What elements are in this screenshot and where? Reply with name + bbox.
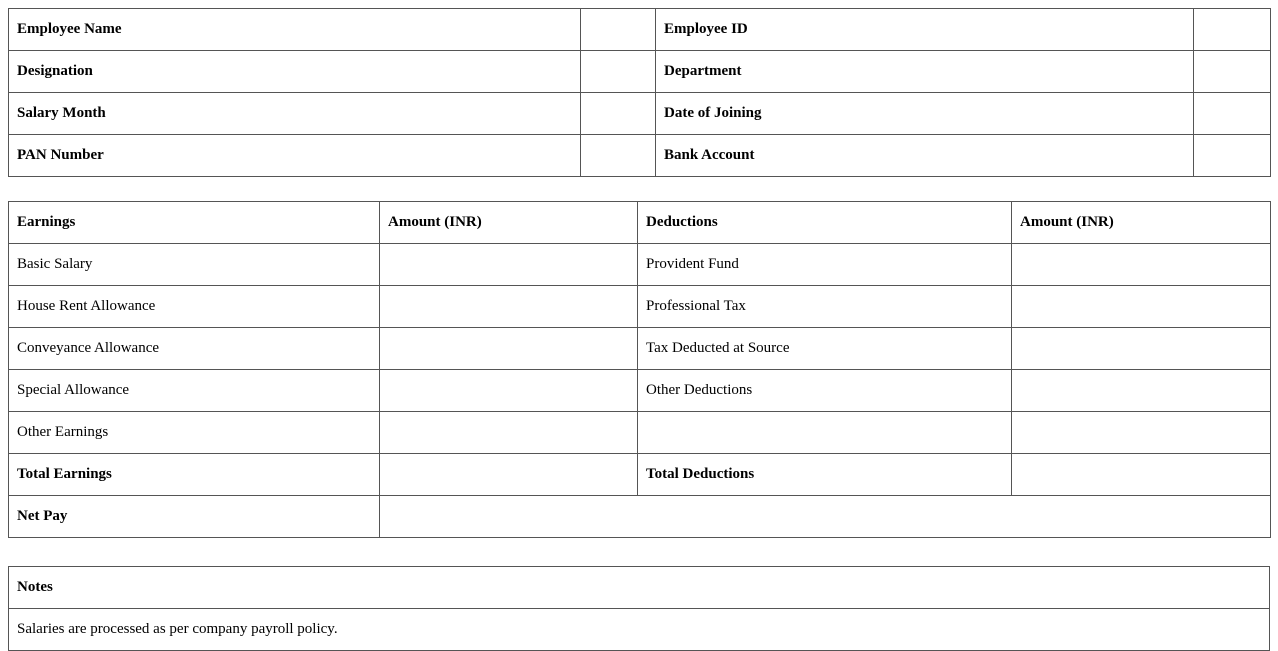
salary-month-label: Salary Month: [8, 92, 581, 135]
designation-label: Designation: [8, 50, 581, 93]
earning-amount: [379, 327, 638, 370]
table-row: PAN Number Bank Account: [8, 134, 1271, 177]
earnings-header: Earnings: [8, 201, 380, 244]
bank-account-label: Bank Account: [655, 134, 1194, 177]
net-pay-value: [379, 495, 1271, 538]
table-row: Salary Month Date of Joining: [8, 92, 1271, 135]
salary-month-value: [580, 92, 656, 135]
pan-number-value: [580, 134, 656, 177]
header-row: Earnings Amount (INR) Deductions Amount …: [8, 201, 1271, 244]
net-pay-label: Net Pay: [8, 495, 380, 538]
pan-number-label: PAN Number: [8, 134, 581, 177]
deduction-amount: [1011, 243, 1271, 286]
employee-name-value: [580, 8, 656, 51]
table-row: Basic Salary Provident Fund: [8, 243, 1271, 286]
earning-amount: [379, 369, 638, 412]
salary-table: Earnings Amount (INR) Deductions Amount …: [8, 201, 1271, 538]
earning-amount: [379, 285, 638, 328]
notes-title: Notes: [8, 566, 1270, 609]
total-earnings-value: [379, 453, 638, 496]
total-earnings-label: Total Earnings: [8, 453, 380, 496]
earning-amount: [379, 411, 638, 454]
date-of-joining-value: [1193, 92, 1271, 135]
deduction-amount: [1011, 285, 1271, 328]
notes-header-row: Notes: [8, 566, 1270, 609]
total-deductions-label: Total Deductions: [637, 453, 1012, 496]
notes-text: Salaries are processed as per company pa…: [8, 608, 1270, 651]
bank-account-value: [1193, 134, 1271, 177]
table-row: Designation Department: [8, 50, 1271, 93]
department-label: Department: [655, 50, 1194, 93]
net-pay-row: Net Pay: [8, 495, 1271, 538]
earning-amount: [379, 243, 638, 286]
earning-label: House Rent Allowance: [8, 285, 380, 328]
table-row: Other Earnings: [8, 411, 1271, 454]
employee-id-label: Employee ID: [655, 8, 1194, 51]
employee-name-label: Employee Name: [8, 8, 581, 51]
earnings-amount-header: Amount (INR): [379, 201, 638, 244]
earning-label: Basic Salary: [8, 243, 380, 286]
notes-table: Notes Salaries are processed as per comp…: [8, 566, 1270, 651]
designation-value: [580, 50, 656, 93]
total-deductions-value: [1011, 453, 1271, 496]
deduction-label: [637, 411, 1012, 454]
deduction-label: Provident Fund: [637, 243, 1012, 286]
earning-label: Special Allowance: [8, 369, 380, 412]
deduction-label: Tax Deducted at Source: [637, 327, 1012, 370]
table-row: Special Allowance Other Deductions: [8, 369, 1271, 412]
notes-row: Salaries are processed as per company pa…: [8, 608, 1270, 651]
deduction-amount: [1011, 411, 1271, 454]
table-row: Conveyance Allowance Tax Deducted at Sou…: [8, 327, 1271, 370]
deductions-header: Deductions: [637, 201, 1012, 244]
totals-row: Total Earnings Total Deductions: [8, 453, 1271, 496]
table-row: Employee Name Employee ID: [8, 8, 1271, 51]
employee-id-value: [1193, 8, 1271, 51]
deduction-amount: [1011, 327, 1271, 370]
table-row: House Rent Allowance Professional Tax: [8, 285, 1271, 328]
deduction-label: Professional Tax: [637, 285, 1012, 328]
earning-label: Conveyance Allowance: [8, 327, 380, 370]
deduction-label: Other Deductions: [637, 369, 1012, 412]
employee-info-table: Employee Name Employee ID Designation De…: [8, 8, 1271, 177]
department-value: [1193, 50, 1271, 93]
earning-label: Other Earnings: [8, 411, 380, 454]
date-of-joining-label: Date of Joining: [655, 92, 1194, 135]
deductions-amount-header: Amount (INR): [1011, 201, 1271, 244]
deduction-amount: [1011, 369, 1271, 412]
